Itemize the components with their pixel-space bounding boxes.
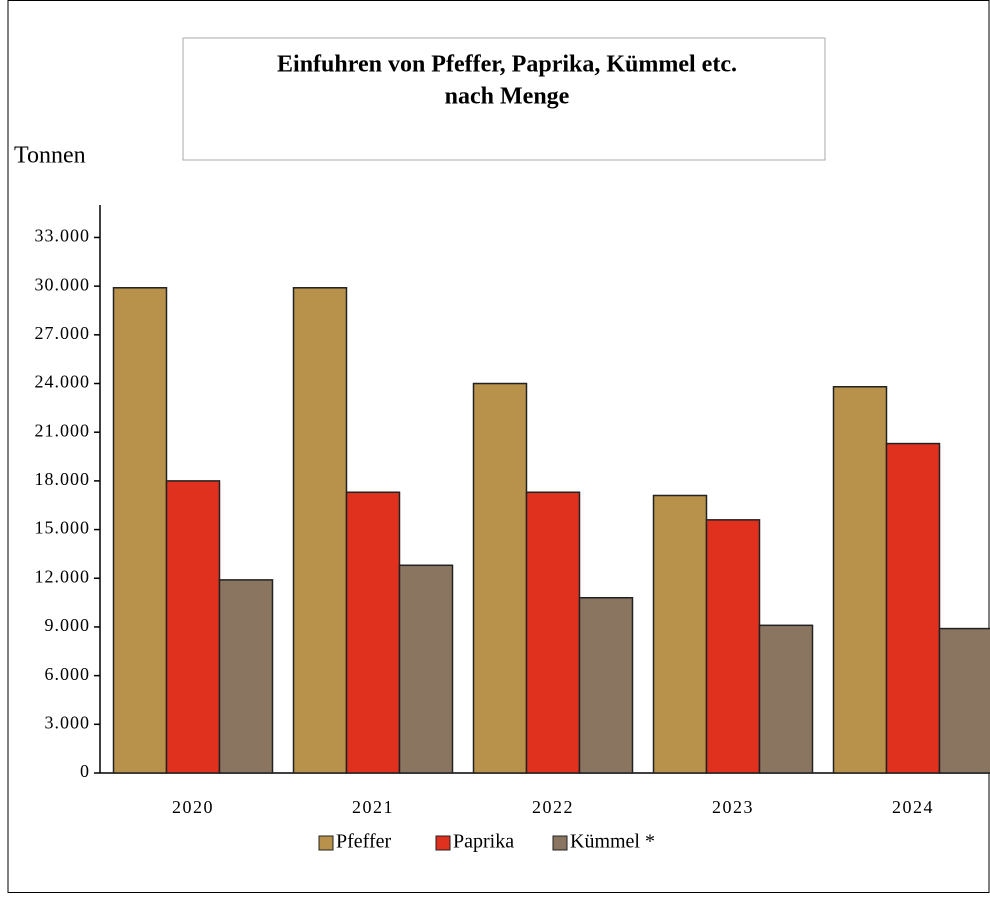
y-tick-label: 6.000 bbox=[45, 664, 91, 684]
chart-subtitle: nach Menge bbox=[445, 84, 570, 110]
bar bbox=[760, 625, 813, 773]
bar bbox=[887, 444, 940, 773]
bar bbox=[347, 492, 400, 773]
legend-label: Pfeffer bbox=[336, 831, 391, 853]
bar bbox=[294, 288, 347, 773]
y-tick-label: 15.000 bbox=[35, 518, 91, 538]
page: Einfuhren von Pfeffer, Paprika, Kümmel e… bbox=[0, 0, 990, 903]
x-tick-label: 2024 bbox=[892, 797, 934, 817]
bar bbox=[940, 629, 990, 773]
bar bbox=[527, 492, 580, 773]
y-tick-label: 33.000 bbox=[35, 226, 91, 246]
y-tick-label: 3.000 bbox=[45, 712, 91, 732]
x-tick-label: 2020 bbox=[172, 797, 214, 817]
bar bbox=[580, 598, 633, 773]
bar bbox=[654, 495, 707, 773]
bar bbox=[474, 384, 527, 773]
x-tick-label: 2021 bbox=[352, 797, 394, 817]
legend-swatch bbox=[319, 836, 333, 850]
bar bbox=[114, 288, 167, 773]
y-tick-label: 12.000 bbox=[35, 566, 91, 586]
y-tick-label: 18.000 bbox=[35, 469, 91, 489]
y-axis-label: Tonnen bbox=[14, 143, 86, 169]
bar bbox=[707, 520, 760, 773]
chart-title: Einfuhren von Pfeffer, Paprika, Kümmel e… bbox=[277, 52, 737, 78]
chart: Einfuhren von Pfeffer, Paprika, Kümmel e… bbox=[0, 0, 990, 898]
y-tick-label: 9.000 bbox=[45, 615, 91, 635]
bar bbox=[220, 580, 273, 773]
y-tick-label: 27.000 bbox=[35, 323, 91, 343]
bar bbox=[167, 481, 220, 773]
x-tick-label: 2022 bbox=[532, 797, 574, 817]
y-tick-label: 24.000 bbox=[35, 372, 91, 392]
bar bbox=[400, 565, 453, 773]
y-tick-label: 30.000 bbox=[35, 274, 91, 294]
legend-label: Kümmel * bbox=[570, 831, 655, 853]
legend-swatch bbox=[436, 836, 450, 850]
x-tick-label: 2023 bbox=[712, 797, 754, 817]
y-tick-label: 21.000 bbox=[35, 420, 91, 440]
legend-label: Paprika bbox=[453, 831, 514, 853]
bar bbox=[834, 387, 887, 773]
legend-swatch bbox=[553, 836, 567, 850]
y-tick-label: 0 bbox=[80, 761, 90, 781]
